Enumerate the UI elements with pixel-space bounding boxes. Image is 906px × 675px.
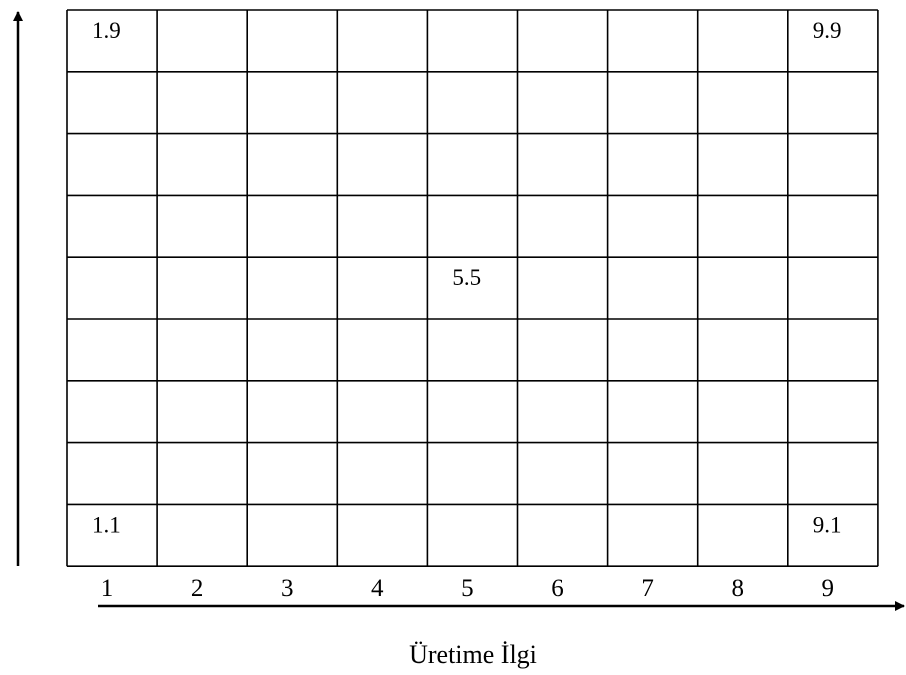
x-tick-label: 2: [191, 575, 204, 602]
cell-labels: 1.9 9.9 5.5 1.1 9.1: [92, 18, 842, 537]
x-tick-label: 6: [551, 575, 564, 602]
x-tick-label: 4: [371, 575, 384, 602]
x-tick-label: 7: [641, 575, 654, 602]
cell-label: 9.9: [813, 18, 842, 43]
grid-lines: [66, 9, 879, 568]
x-tick-label: 3: [281, 575, 294, 602]
x-tick-label: 1: [101, 575, 114, 602]
cell-label: 1.9: [92, 18, 121, 43]
x-tick-label: 9: [822, 575, 835, 602]
cell-label: 9.1: [813, 512, 842, 537]
cell-label: 1.1: [92, 512, 121, 537]
x-axis-ticks: 1 2 3 4 5 6 7 8 9: [101, 575, 834, 602]
cell-label: 5.5: [452, 265, 481, 290]
x-axis-title: Üretime İlgi: [409, 640, 537, 669]
x-tick-label: 5: [461, 575, 474, 602]
x-tick-label: 8: [731, 575, 744, 602]
